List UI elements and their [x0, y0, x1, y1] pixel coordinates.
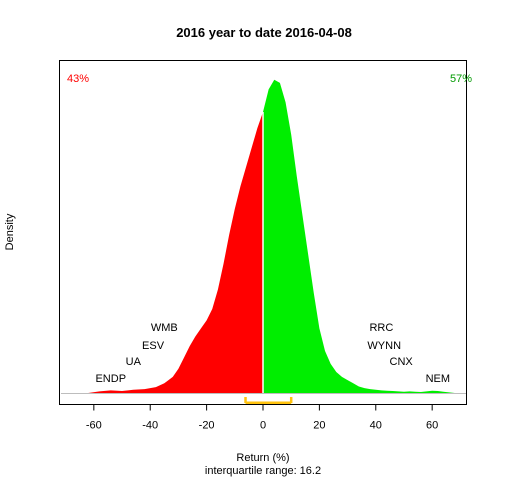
x-axis-label: Return (%) — [236, 452, 289, 464]
iqr-subtitle: interquartile range: 16.2 — [205, 465, 321, 477]
x-tick-label: -40 — [142, 420, 158, 432]
x-tick-label: -20 — [199, 420, 215, 432]
positive-percent-label: 57% — [450, 73, 472, 85]
ticker-label-ua: UA — [126, 356, 142, 368]
negative-density-area — [88, 111, 263, 394]
ticker-label-rrc: RRC — [369, 322, 393, 334]
ticker-label-esv: ESV — [142, 340, 165, 352]
ticker-label-cnx: CNX — [390, 356, 414, 368]
positive-density-area — [263, 79, 455, 393]
x-axis: -60 -40 -20 0 20 40 60 — [86, 404, 438, 432]
y-axis-label: Density — [4, 213, 16, 250]
chart-title: 2016 year to date 2016-04-08 — [176, 25, 352, 40]
x-tick-label: 0 — [260, 420, 266, 432]
x-tick-label: -60 — [86, 420, 102, 432]
x-tick-label: 20 — [313, 420, 325, 432]
ticker-label-endp: ENDP — [95, 373, 126, 385]
ticker-label-wynn: WYNN — [367, 340, 401, 352]
ticker-label-wmb: WMB — [151, 322, 178, 334]
x-tick-label: 40 — [370, 420, 382, 432]
x-tick-label: 60 — [426, 420, 438, 432]
ticker-label-nem: NEM — [426, 373, 450, 385]
negative-percent-label: 43% — [67, 73, 89, 85]
